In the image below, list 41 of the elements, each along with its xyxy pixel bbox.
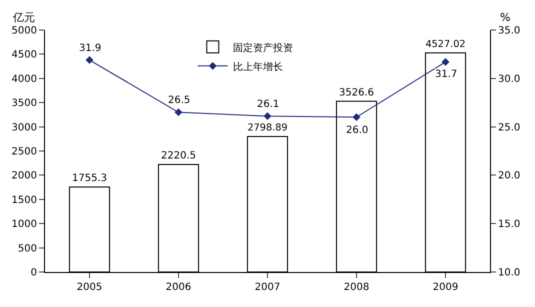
point <box>86 56 94 64</box>
point <box>264 112 272 120</box>
data-label: 4527.02 <box>426 38 466 50</box>
data-label: 26.5 <box>168 95 190 106</box>
y2-axis-title: % <box>500 11 510 24</box>
y-tick-label: 500 <box>18 243 37 254</box>
y2-tick-label: 35.0 <box>498 26 520 36</box>
data-label: 31.9 <box>79 43 102 54</box>
y-tick-label: 0 <box>30 268 37 278</box>
y-tick-label: 1500 <box>12 194 37 206</box>
y2-tick-label: 30.0 <box>498 74 520 85</box>
x-tick-label: 2006 <box>166 282 192 293</box>
y2-tick-label: 20.0 <box>498 170 520 182</box>
x-tick-label: 2009 <box>432 282 458 293</box>
x-tick-label: 2007 <box>254 282 280 293</box>
x-tick-label: 2008 <box>344 282 370 293</box>
point <box>352 113 360 122</box>
y-tick-label: 2000 <box>12 170 37 182</box>
point <box>442 58 450 66</box>
data-label: 3526.6 <box>339 87 374 98</box>
y2-tick-label: 10.0 <box>498 268 520 278</box>
x-tick-label: 2005 <box>76 282 102 293</box>
legend-label: 固定资产投资 <box>232 42 293 54</box>
data-label: 31.7 <box>435 69 458 80</box>
data-label: 1755.3 <box>72 173 108 184</box>
data-label: 26.1 <box>257 99 280 110</box>
y-tick-label: 3500 <box>12 98 37 110</box>
y-tick-label: 2500 <box>12 146 37 158</box>
data-label: 2220.5 <box>161 150 196 162</box>
y2-tick-label: 25.0 <box>498 122 520 134</box>
point <box>174 108 182 116</box>
y-tick-label: 5000 <box>12 26 37 36</box>
y-axis-title: 亿元 <box>12 11 35 24</box>
data-label: 2798.89 <box>248 122 288 134</box>
y-tick-label: 4500 <box>12 50 37 61</box>
data-label: 26.0 <box>346 125 368 136</box>
y-tick-label: 3000 <box>12 122 37 134</box>
legend-label: 比上年增长 <box>232 60 283 73</box>
y-tick-label: 1000 <box>12 219 37 230</box>
y-tick-label: 4000 <box>12 74 37 85</box>
y2-tick-label: 15.0 <box>498 219 520 230</box>
